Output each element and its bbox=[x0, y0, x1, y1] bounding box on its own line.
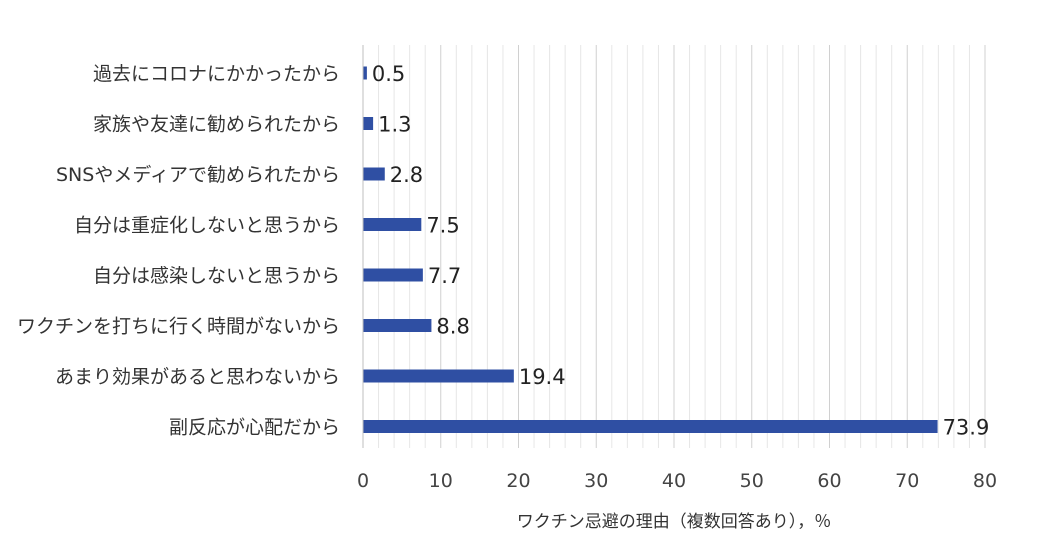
category-label: 家族や友達に勧められたから bbox=[93, 114, 340, 136]
category-label: 自分は重症化しないと思うから bbox=[74, 215, 340, 237]
value-label: 0.5 bbox=[372, 62, 405, 86]
bar bbox=[363, 117, 374, 130]
value-label: 1.3 bbox=[378, 113, 411, 137]
bar bbox=[363, 369, 514, 383]
x-tick-label: 60 bbox=[817, 470, 841, 492]
bar bbox=[363, 420, 938, 433]
x-tick-label: 30 bbox=[584, 470, 608, 492]
x-tick-label: 0 bbox=[357, 470, 369, 492]
x-tick-label: 40 bbox=[662, 470, 686, 492]
value-label: 2.8 bbox=[390, 163, 423, 187]
bar bbox=[363, 319, 432, 332]
bar bbox=[363, 167, 385, 181]
value-label: 7.5 bbox=[426, 214, 459, 238]
value-label: 8.8 bbox=[436, 315, 469, 339]
bar bbox=[363, 218, 422, 231]
x-tick-label: 80 bbox=[973, 470, 997, 492]
x-tick-labels: 0 10 20 30 40 50 60 70 80 bbox=[357, 470, 997, 492]
value-label: 7.7 bbox=[428, 264, 461, 288]
x-tick-label: 10 bbox=[429, 470, 453, 492]
category-label: 自分は感染しないと思うから bbox=[93, 265, 340, 287]
category-label: ワクチンを打ちに行く時間がないから bbox=[17, 316, 340, 338]
value-label: 73.9 bbox=[943, 416, 990, 440]
x-axis-title: ワクチン忌避の理由（複数回答あり），％ bbox=[517, 512, 832, 532]
x-tick-label: 50 bbox=[740, 470, 764, 492]
bar bbox=[363, 66, 367, 80]
bar bbox=[363, 268, 423, 282]
category-label: 過去にコロナにかかったから bbox=[93, 63, 340, 85]
x-tick-label: 70 bbox=[895, 470, 919, 492]
gridlines bbox=[378, 45, 986, 448]
category-label: 副反応が心配だから bbox=[169, 417, 340, 439]
category-label: SNSやメディアで勧められたから bbox=[56, 164, 340, 186]
value-label: 19.4 bbox=[519, 365, 566, 389]
bars bbox=[363, 66, 938, 433]
category-label: あまり効果があると思わないから bbox=[55, 366, 340, 388]
x-tick-label: 20 bbox=[506, 470, 530, 492]
value-labels: 0.5 1.3 2.8 7.5 7.7 8.8 19.4 73.9 bbox=[372, 62, 989, 440]
